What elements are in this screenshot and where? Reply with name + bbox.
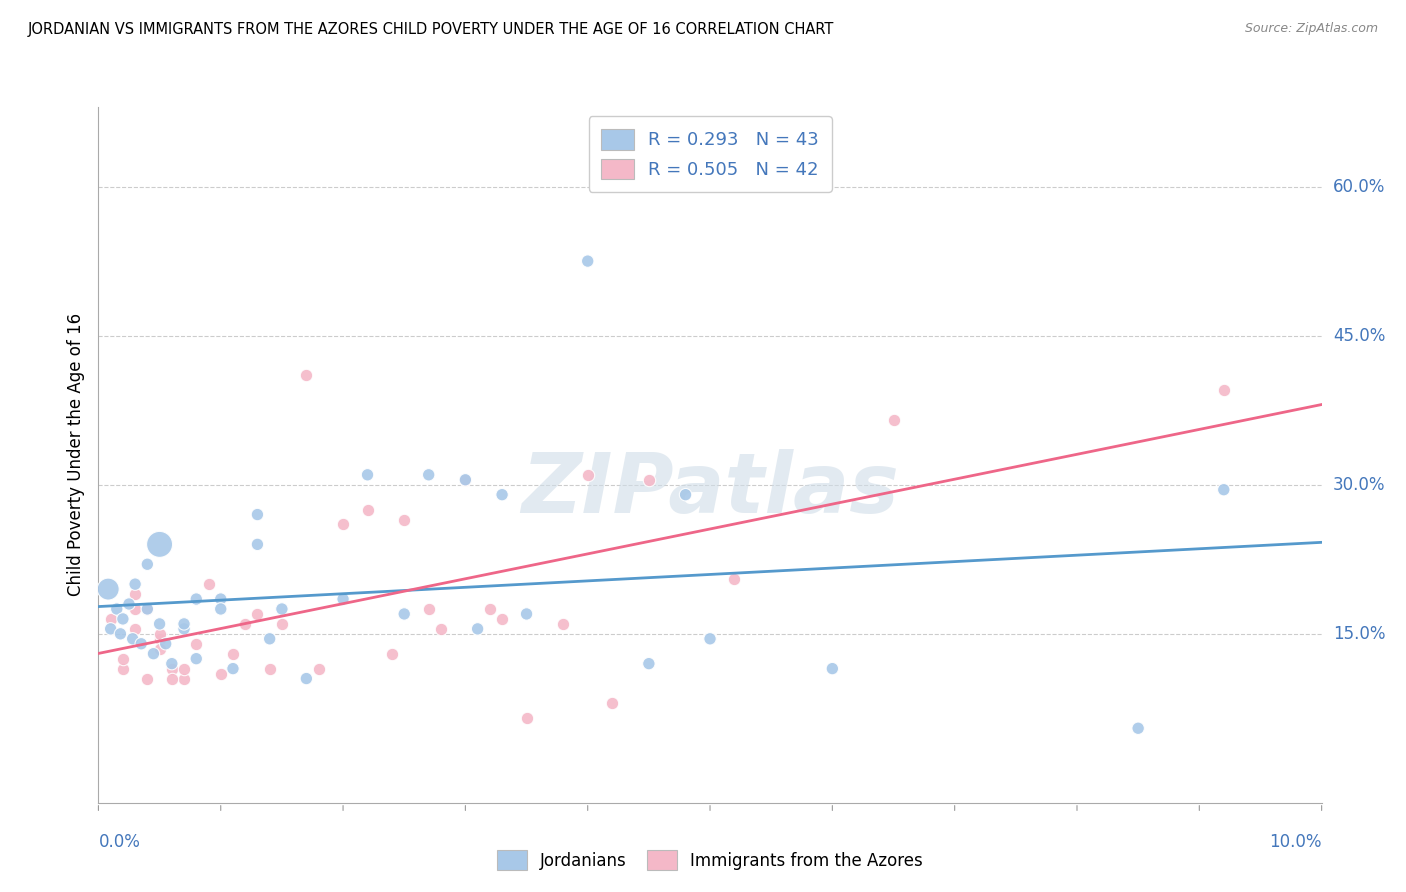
Point bbox=[149, 632, 172, 646]
Point bbox=[124, 622, 146, 636]
Point bbox=[173, 672, 195, 686]
Point bbox=[723, 572, 745, 586]
Point bbox=[129, 637, 152, 651]
Text: 10.0%: 10.0% bbox=[1270, 833, 1322, 851]
Point bbox=[160, 657, 183, 671]
Point bbox=[637, 657, 661, 671]
Point bbox=[121, 632, 143, 646]
Point bbox=[246, 508, 269, 522]
Point bbox=[259, 632, 281, 646]
Point bbox=[430, 622, 453, 636]
Text: Source: ZipAtlas.com: Source: ZipAtlas.com bbox=[1244, 22, 1378, 36]
Point bbox=[100, 622, 122, 636]
Point bbox=[136, 558, 159, 572]
Point bbox=[222, 647, 245, 661]
Point bbox=[883, 413, 905, 427]
Point bbox=[100, 612, 122, 626]
Point bbox=[821, 662, 844, 676]
Point bbox=[454, 473, 477, 487]
Point bbox=[124, 577, 146, 591]
Point bbox=[381, 647, 404, 661]
Point bbox=[356, 467, 378, 482]
Point bbox=[118, 597, 141, 611]
Point bbox=[1128, 721, 1150, 735]
Point bbox=[478, 602, 501, 616]
Point bbox=[149, 537, 172, 551]
Point bbox=[454, 473, 477, 487]
Point bbox=[392, 512, 416, 526]
Point bbox=[699, 632, 721, 646]
Point bbox=[142, 647, 165, 661]
Point bbox=[136, 672, 159, 686]
Text: 30.0%: 30.0% bbox=[1333, 475, 1385, 494]
Text: JORDANIAN VS IMMIGRANTS FROM THE AZORES CHILD POVERTY UNDER THE AGE OF 16 CORREL: JORDANIAN VS IMMIGRANTS FROM THE AZORES … bbox=[28, 22, 835, 37]
Point bbox=[675, 488, 697, 502]
Point bbox=[160, 672, 183, 686]
Point bbox=[332, 592, 354, 607]
Point bbox=[418, 602, 440, 616]
Point bbox=[270, 602, 292, 616]
Point bbox=[233, 616, 256, 631]
Legend: Jordanians, Immigrants from the Azores: Jordanians, Immigrants from the Azores bbox=[489, 842, 931, 878]
Point bbox=[491, 612, 513, 626]
Point bbox=[356, 502, 378, 516]
Point bbox=[332, 517, 354, 532]
Point bbox=[149, 616, 172, 631]
Point bbox=[491, 488, 513, 502]
Point bbox=[1212, 384, 1234, 398]
Point bbox=[295, 672, 318, 686]
Point bbox=[246, 607, 269, 621]
Text: ZIPatlas: ZIPatlas bbox=[522, 450, 898, 530]
Point bbox=[111, 612, 134, 626]
Point bbox=[186, 637, 208, 651]
Point bbox=[186, 592, 208, 607]
Point bbox=[186, 651, 208, 665]
Point bbox=[222, 662, 245, 676]
Point bbox=[576, 254, 599, 268]
Point bbox=[209, 592, 232, 607]
Text: 60.0%: 60.0% bbox=[1333, 178, 1385, 195]
Point bbox=[124, 602, 146, 616]
Point bbox=[516, 711, 538, 725]
Point bbox=[136, 602, 159, 616]
Point bbox=[467, 622, 489, 636]
Point bbox=[173, 622, 195, 636]
Text: 0.0%: 0.0% bbox=[98, 833, 141, 851]
Point bbox=[97, 582, 120, 596]
Point bbox=[149, 627, 172, 641]
Point bbox=[637, 473, 661, 487]
Point bbox=[209, 602, 232, 616]
Point bbox=[246, 537, 269, 551]
Point bbox=[124, 587, 146, 601]
Y-axis label: Child Poverty Under the Age of 16: Child Poverty Under the Age of 16 bbox=[66, 313, 84, 597]
Point bbox=[149, 641, 172, 656]
Point bbox=[295, 368, 318, 383]
Point bbox=[308, 662, 330, 676]
Point bbox=[110, 627, 132, 641]
Point bbox=[516, 607, 538, 621]
Point bbox=[111, 662, 134, 676]
Point bbox=[576, 467, 599, 482]
Point bbox=[111, 651, 134, 665]
Point bbox=[173, 662, 195, 676]
Point bbox=[1212, 483, 1234, 497]
Point bbox=[259, 662, 281, 676]
Point bbox=[105, 602, 128, 616]
Point bbox=[173, 616, 195, 631]
Text: 45.0%: 45.0% bbox=[1333, 326, 1385, 344]
Point bbox=[600, 697, 623, 711]
Point bbox=[155, 637, 177, 651]
Point bbox=[197, 577, 219, 591]
Point bbox=[418, 467, 440, 482]
Point bbox=[392, 607, 416, 621]
Point bbox=[553, 616, 575, 631]
Point bbox=[270, 616, 292, 631]
Point bbox=[136, 602, 159, 616]
Text: 15.0%: 15.0% bbox=[1333, 624, 1385, 643]
Point bbox=[160, 662, 183, 676]
Point bbox=[209, 666, 232, 681]
